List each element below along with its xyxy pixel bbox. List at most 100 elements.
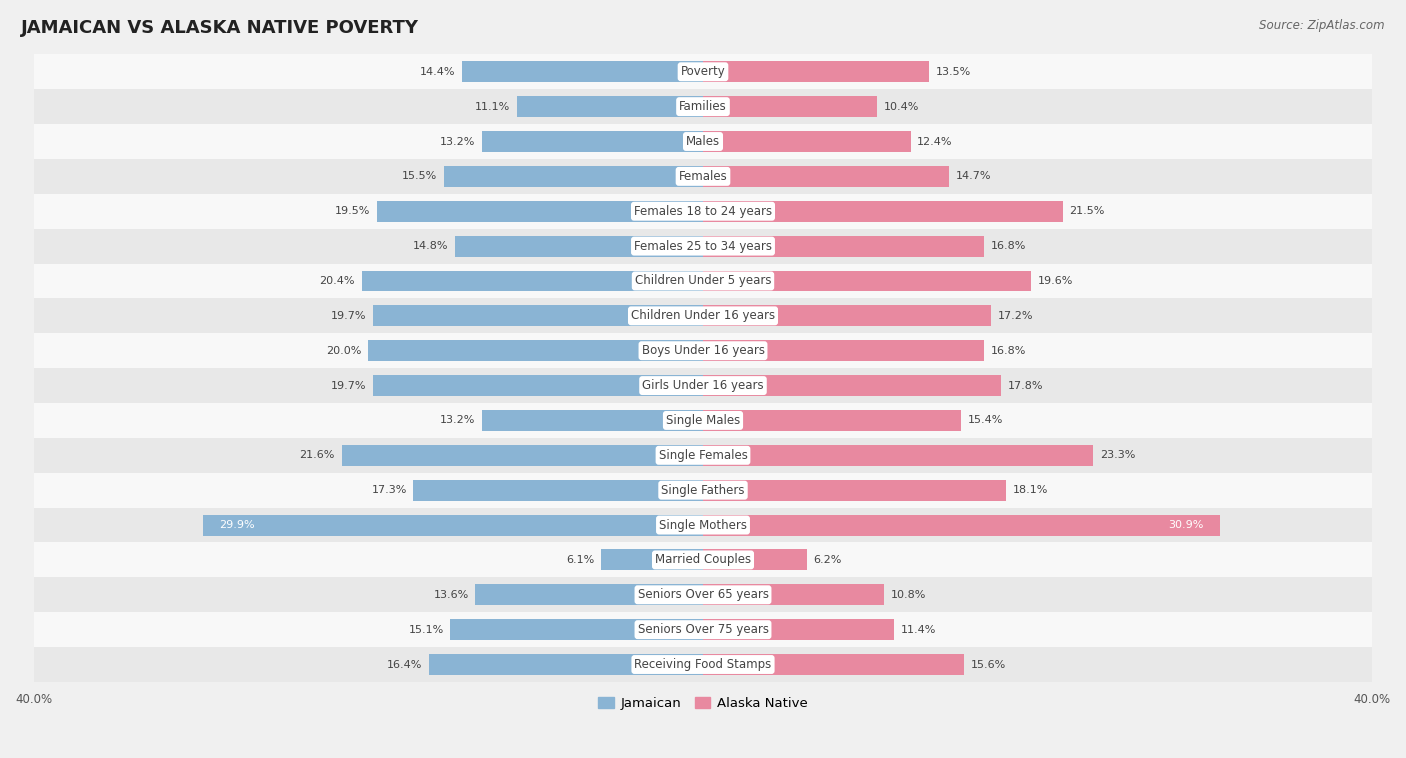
- Bar: [703, 271, 1031, 291]
- Bar: [703, 131, 911, 152]
- Bar: [429, 654, 703, 675]
- Bar: [377, 201, 703, 221]
- Text: 14.7%: 14.7%: [956, 171, 991, 181]
- Text: 15.4%: 15.4%: [967, 415, 1002, 425]
- Text: 11.1%: 11.1%: [475, 102, 510, 111]
- Bar: [703, 445, 1092, 465]
- Bar: [703, 515, 1220, 535]
- Text: 19.7%: 19.7%: [330, 381, 367, 390]
- Bar: [703, 550, 807, 570]
- Text: 6.2%: 6.2%: [814, 555, 842, 565]
- Bar: [368, 340, 703, 361]
- Bar: [456, 236, 703, 256]
- Text: 16.4%: 16.4%: [387, 659, 422, 669]
- Text: 17.8%: 17.8%: [1008, 381, 1043, 390]
- Text: 20.0%: 20.0%: [326, 346, 361, 356]
- Text: JAMAICAN VS ALASKA NATIVE POVERTY: JAMAICAN VS ALASKA NATIVE POVERTY: [21, 19, 419, 37]
- Text: Boys Under 16 years: Boys Under 16 years: [641, 344, 765, 357]
- Bar: [342, 445, 703, 465]
- Text: 6.1%: 6.1%: [567, 555, 595, 565]
- Text: 16.8%: 16.8%: [991, 346, 1026, 356]
- Bar: [703, 61, 929, 82]
- FancyBboxPatch shape: [34, 647, 1372, 682]
- Text: 13.2%: 13.2%: [440, 415, 475, 425]
- FancyBboxPatch shape: [34, 194, 1372, 229]
- Text: Seniors Over 65 years: Seniors Over 65 years: [637, 588, 769, 601]
- Bar: [361, 271, 703, 291]
- Bar: [703, 236, 984, 256]
- Text: Single Males: Single Males: [666, 414, 740, 427]
- FancyBboxPatch shape: [34, 578, 1372, 612]
- Bar: [374, 375, 703, 396]
- Text: 20.4%: 20.4%: [319, 276, 354, 286]
- Legend: Jamaican, Alaska Native: Jamaican, Alaska Native: [593, 692, 813, 716]
- Bar: [703, 340, 984, 361]
- Text: 15.6%: 15.6%: [970, 659, 1007, 669]
- Bar: [413, 480, 703, 500]
- Bar: [482, 410, 703, 431]
- FancyBboxPatch shape: [34, 55, 1372, 89]
- Bar: [703, 201, 1063, 221]
- Text: 10.4%: 10.4%: [884, 102, 920, 111]
- Text: 14.8%: 14.8%: [413, 241, 449, 251]
- FancyBboxPatch shape: [34, 368, 1372, 403]
- Text: 15.5%: 15.5%: [402, 171, 437, 181]
- Text: 19.7%: 19.7%: [330, 311, 367, 321]
- FancyBboxPatch shape: [34, 543, 1372, 578]
- Text: Single Fathers: Single Fathers: [661, 484, 745, 496]
- Bar: [443, 166, 703, 186]
- Bar: [703, 619, 894, 640]
- FancyBboxPatch shape: [34, 473, 1372, 508]
- Text: Girls Under 16 years: Girls Under 16 years: [643, 379, 763, 392]
- Text: Single Females: Single Females: [658, 449, 748, 462]
- Bar: [482, 131, 703, 152]
- FancyBboxPatch shape: [34, 159, 1372, 194]
- Text: 13.5%: 13.5%: [935, 67, 972, 77]
- Text: Receiving Food Stamps: Receiving Food Stamps: [634, 658, 772, 671]
- Text: 10.8%: 10.8%: [890, 590, 925, 600]
- Bar: [450, 619, 703, 640]
- Text: 19.6%: 19.6%: [1038, 276, 1073, 286]
- Text: 12.4%: 12.4%: [917, 136, 953, 146]
- Text: Poverty: Poverty: [681, 65, 725, 78]
- Bar: [703, 584, 884, 605]
- Bar: [703, 166, 949, 186]
- Text: 11.4%: 11.4%: [900, 625, 936, 634]
- Bar: [202, 515, 703, 535]
- Text: Source: ZipAtlas.com: Source: ZipAtlas.com: [1260, 19, 1385, 32]
- FancyBboxPatch shape: [34, 403, 1372, 438]
- Text: 14.4%: 14.4%: [420, 67, 456, 77]
- Bar: [703, 375, 1001, 396]
- Text: 29.9%: 29.9%: [219, 520, 254, 530]
- Text: Married Couples: Married Couples: [655, 553, 751, 566]
- Text: Single Mothers: Single Mothers: [659, 518, 747, 531]
- Text: 21.5%: 21.5%: [1070, 206, 1105, 216]
- Text: 18.1%: 18.1%: [1012, 485, 1047, 495]
- Bar: [517, 96, 703, 117]
- FancyBboxPatch shape: [34, 612, 1372, 647]
- Text: Females 18 to 24 years: Females 18 to 24 years: [634, 205, 772, 218]
- Text: 16.8%: 16.8%: [991, 241, 1026, 251]
- Text: 17.3%: 17.3%: [371, 485, 406, 495]
- Text: Seniors Over 75 years: Seniors Over 75 years: [637, 623, 769, 636]
- Text: 15.1%: 15.1%: [408, 625, 443, 634]
- FancyBboxPatch shape: [34, 438, 1372, 473]
- Text: Females 25 to 34 years: Females 25 to 34 years: [634, 240, 772, 252]
- Text: 23.3%: 23.3%: [1099, 450, 1135, 460]
- Text: 13.6%: 13.6%: [433, 590, 468, 600]
- Bar: [703, 654, 965, 675]
- FancyBboxPatch shape: [34, 299, 1372, 334]
- Text: 30.9%: 30.9%: [1168, 520, 1204, 530]
- Bar: [475, 584, 703, 605]
- FancyBboxPatch shape: [34, 508, 1372, 543]
- Text: Families: Families: [679, 100, 727, 113]
- FancyBboxPatch shape: [34, 264, 1372, 299]
- Bar: [703, 305, 991, 326]
- FancyBboxPatch shape: [34, 124, 1372, 159]
- Bar: [703, 410, 960, 431]
- Text: Children Under 16 years: Children Under 16 years: [631, 309, 775, 322]
- Text: 19.5%: 19.5%: [335, 206, 370, 216]
- Bar: [374, 305, 703, 326]
- FancyBboxPatch shape: [34, 334, 1372, 368]
- Text: 17.2%: 17.2%: [997, 311, 1033, 321]
